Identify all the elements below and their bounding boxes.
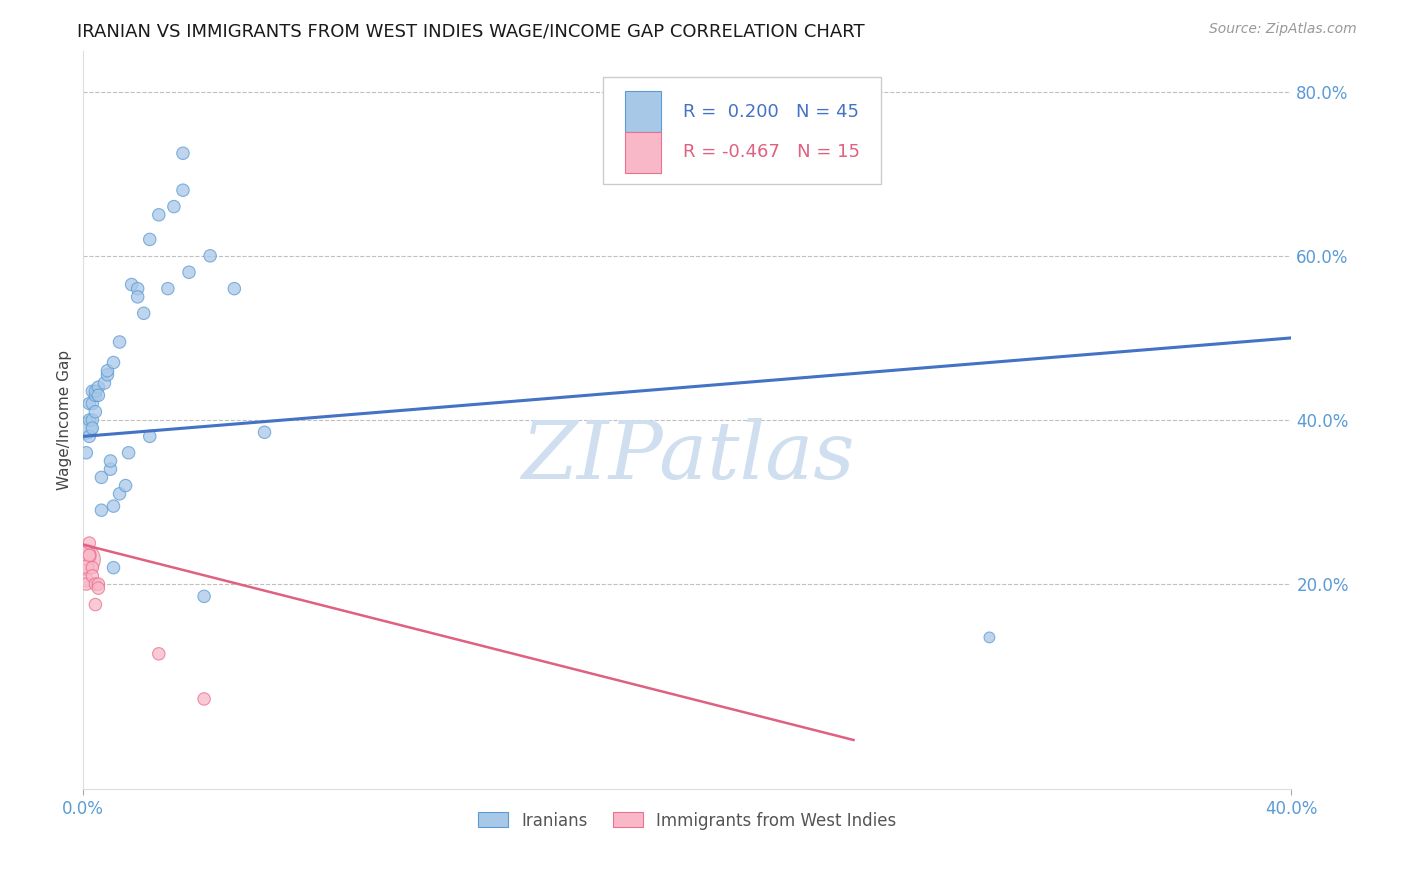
Point: [73, 552, 96, 566]
Point: [172, 146, 194, 161]
Point: [82, 421, 104, 435]
Point: [132, 306, 155, 320]
Text: Source: ZipAtlas.com: Source: ZipAtlas.com: [1209, 22, 1357, 37]
Point: [84, 577, 107, 591]
Point: [224, 282, 246, 296]
Point: [163, 200, 186, 214]
Point: [79, 429, 101, 443]
Point: [156, 282, 179, 296]
Point: [87, 577, 110, 591]
Point: [82, 560, 104, 574]
Point: [117, 446, 139, 460]
Point: [82, 413, 104, 427]
Text: ZIPatlas: ZIPatlas: [520, 418, 853, 496]
Point: [75, 549, 97, 563]
Point: [75, 421, 97, 435]
Point: [103, 560, 125, 574]
Point: [90, 470, 112, 484]
Point: [82, 384, 104, 399]
Point: [87, 581, 110, 595]
Point: [193, 692, 215, 706]
Point: [148, 647, 170, 661]
Point: [96, 368, 118, 382]
Point: [75, 573, 97, 587]
Point: [108, 334, 131, 349]
Point: [84, 384, 107, 399]
Point: [79, 549, 101, 563]
Point: [82, 569, 104, 583]
Point: [100, 462, 122, 476]
Point: [121, 277, 143, 292]
Point: [75, 560, 97, 574]
Point: [84, 405, 107, 419]
Text: R =  0.200   N = 45: R = 0.200 N = 45: [682, 103, 859, 120]
Point: [127, 290, 149, 304]
Point: [103, 355, 125, 369]
Point: [75, 446, 97, 460]
Point: [79, 413, 101, 427]
Text: IRANIAN VS IMMIGRANTS FROM WEST INDIES WAGE/INCOME GAP CORRELATION CHART: IRANIAN VS IMMIGRANTS FROM WEST INDIES W…: [77, 22, 865, 40]
Bar: [624, 91, 661, 132]
Point: [127, 282, 149, 296]
Point: [96, 364, 118, 378]
Point: [103, 499, 125, 513]
Point: [87, 388, 110, 402]
Point: [139, 429, 162, 443]
Point: [148, 208, 170, 222]
Point: [198, 249, 221, 263]
Point: [253, 425, 276, 440]
Y-axis label: Wage/Income Gap: Wage/Income Gap: [58, 350, 72, 490]
Point: [82, 396, 104, 410]
Point: [79, 536, 101, 550]
Point: [84, 388, 107, 402]
Bar: [624, 132, 661, 172]
Point: [100, 454, 122, 468]
Point: [84, 598, 107, 612]
Point: [108, 487, 131, 501]
Point: [114, 478, 136, 492]
Point: [75, 577, 97, 591]
Legend: Iranians, Immigrants from West Indies: Iranians, Immigrants from West Indies: [471, 805, 903, 837]
Point: [139, 232, 162, 246]
Point: [979, 631, 1001, 645]
Point: [193, 590, 215, 604]
Point: [93, 376, 115, 390]
Point: [172, 183, 194, 197]
Point: [79, 396, 101, 410]
Point: [177, 265, 200, 279]
Bar: [603, 77, 880, 184]
Text: R = -0.467   N = 15: R = -0.467 N = 15: [682, 144, 859, 161]
Point: [87, 380, 110, 394]
Point: [90, 503, 112, 517]
